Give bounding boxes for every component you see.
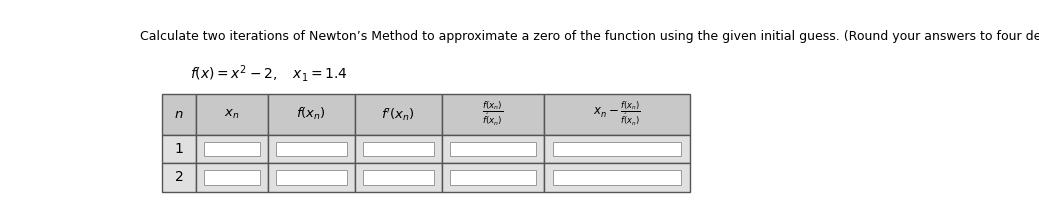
- Bar: [544, 163, 690, 192]
- Text: $f(x) = x^2 - 2, \quad x_1 = 1.4$: $f(x) = x^2 - 2, \quad x_1 = 1.4$: [190, 63, 348, 84]
- Bar: [196, 163, 268, 192]
- Text: 2: 2: [175, 170, 184, 184]
- Bar: [442, 163, 544, 192]
- Bar: [268, 135, 354, 163]
- Bar: [363, 141, 433, 156]
- Bar: [205, 170, 260, 185]
- Text: $n$: $n$: [175, 108, 184, 121]
- Text: $x_n$: $x_n$: [224, 108, 240, 121]
- Bar: [354, 135, 442, 163]
- Bar: [196, 135, 268, 163]
- Bar: [553, 141, 682, 156]
- Bar: [268, 94, 354, 135]
- Text: Calculate two iterations of Newton’s Method to approximate a zero of the functio: Calculate two iterations of Newton’s Met…: [139, 30, 1039, 43]
- Bar: [442, 94, 544, 135]
- Text: $\frac{f(x_n)}{f\'(x_n)}$: $\frac{f(x_n)}{f\'(x_n)}$: [482, 100, 504, 129]
- Bar: [544, 135, 690, 163]
- Bar: [275, 141, 347, 156]
- Bar: [442, 135, 544, 163]
- Bar: [162, 94, 196, 135]
- Bar: [205, 141, 260, 156]
- Text: $f'(x_n)$: $f'(x_n)$: [381, 106, 415, 123]
- Bar: [162, 163, 196, 192]
- Bar: [268, 163, 354, 192]
- Text: 1: 1: [175, 142, 184, 156]
- Bar: [544, 94, 690, 135]
- Bar: [162, 135, 196, 163]
- Bar: [275, 170, 347, 185]
- Bar: [196, 94, 268, 135]
- Text: $f(x_n)$: $f(x_n)$: [296, 106, 326, 122]
- Text: $x_n - \frac{f(x_n)}{f\'(x_n)}$: $x_n - \frac{f(x_n)}{f\'(x_n)}$: [593, 100, 641, 128]
- Bar: [450, 170, 536, 185]
- Bar: [450, 141, 536, 156]
- Bar: [354, 163, 442, 192]
- Bar: [363, 170, 433, 185]
- Bar: [354, 94, 442, 135]
- Bar: [553, 170, 682, 185]
